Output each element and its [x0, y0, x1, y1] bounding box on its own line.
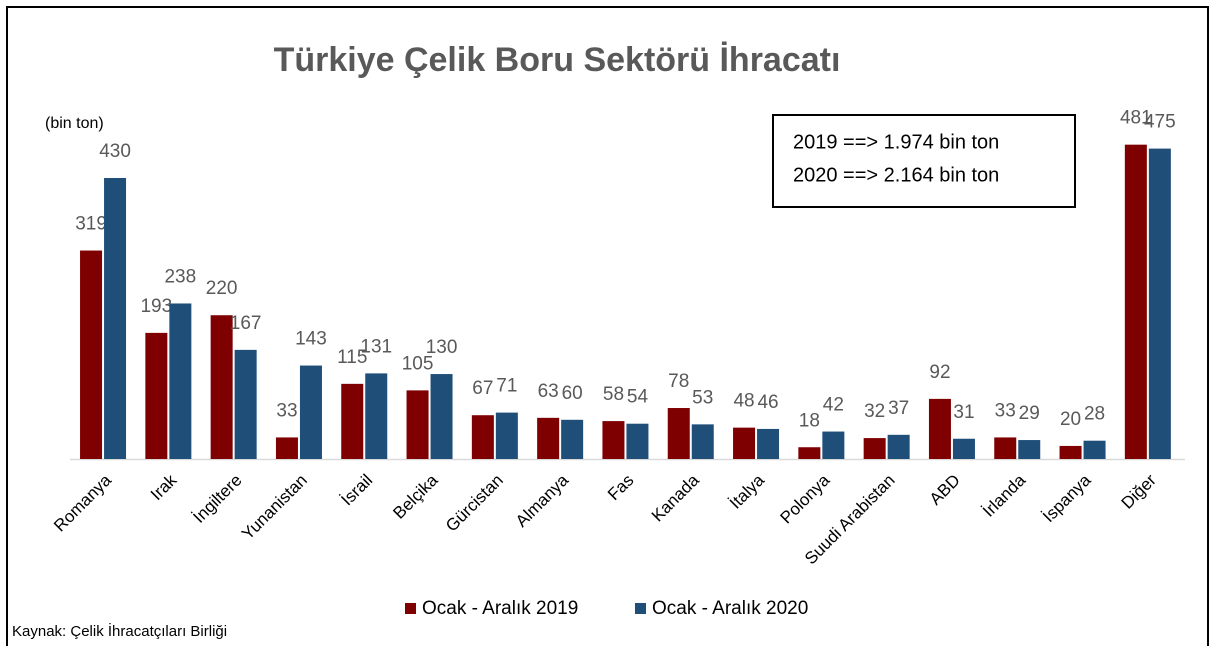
bar: [757, 428, 780, 459]
x-tick-label: Romanya: [50, 470, 115, 535]
value-label: 131: [360, 336, 392, 357]
value-label: 130: [426, 337, 458, 358]
x-tick-label: İsrail: [337, 471, 376, 510]
value-label: 60: [562, 383, 583, 404]
x-tick-label: Gürcistan: [442, 471, 507, 536]
source: Kaynak: Çelik İhracatçıları Birliği: [12, 622, 227, 640]
bar: [928, 398, 951, 459]
value-label: 18: [799, 410, 820, 431]
bar: [626, 423, 649, 459]
value-label: 53: [692, 387, 713, 408]
bar: [537, 417, 560, 459]
x-tick-label: Kanada: [648, 470, 703, 525]
bar: [275, 437, 298, 459]
value-label: 46: [757, 392, 778, 413]
value-label: 31: [953, 402, 974, 423]
x-tick-label: İspanya: [1039, 470, 1095, 526]
chart-title: Türkiye Çelik Boru Sektörü İhracatı: [274, 41, 841, 79]
annotation: 2020 ==> 2.164 bin ton: [793, 164, 999, 186]
value-label: 143: [295, 329, 327, 350]
bar: [1124, 144, 1147, 459]
unit-label: (bin ton): [45, 115, 104, 132]
value-label: 115: [337, 347, 367, 368]
x-tick-label: Polonya: [776, 470, 833, 527]
bar: [822, 431, 845, 459]
bar: [471, 415, 494, 459]
x-tick-label: İngiltere: [189, 471, 245, 527]
value-label: 37: [888, 398, 909, 419]
value-label: 71: [496, 376, 517, 397]
x-tick-label: Yunanistan: [238, 471, 311, 544]
value-label: 54: [627, 387, 649, 408]
value-label: 67: [472, 378, 493, 399]
bar: [863, 438, 886, 459]
x-tick-label: İrlanda: [979, 470, 1030, 521]
bar: [561, 419, 584, 459]
x-tick-label: Belçika: [389, 470, 442, 523]
bar: [341, 383, 364, 459]
bar: [1083, 440, 1106, 459]
x-tick-label: Fas: [604, 471, 637, 504]
x-tick-label: İtalya: [726, 470, 769, 513]
bar: [733, 427, 756, 459]
bar: [406, 390, 429, 459]
x-tick-label: ABD: [926, 471, 964, 509]
value-label: 28: [1084, 404, 1105, 425]
bar: [495, 412, 518, 459]
legend-label: Ocak - Aralık 2019: [422, 598, 578, 619]
value-label: 481: [1120, 108, 1152, 129]
bar: [234, 349, 257, 459]
x-tick-label: Diğer: [1118, 470, 1160, 512]
frame: [6, 6, 1209, 646]
value-label: 20: [1060, 409, 1081, 430]
bar: [145, 332, 168, 459]
value-label: 475: [1144, 112, 1176, 133]
legend-swatch: [635, 603, 646, 614]
bar: [1059, 445, 1082, 459]
annotation-box: [772, 114, 1076, 208]
value-label: 33: [995, 400, 1016, 421]
value-label: 92: [929, 362, 950, 383]
bar: [887, 434, 910, 459]
bar: [602, 421, 625, 459]
bar: [210, 315, 233, 459]
value-label: 32: [864, 401, 885, 422]
bar: [952, 438, 975, 459]
bar: [80, 250, 103, 459]
value-label: 29: [1019, 403, 1040, 424]
value-label: 238: [164, 266, 196, 287]
value-label: 430: [99, 141, 131, 162]
value-label: 42: [823, 395, 844, 416]
value-label: 78: [668, 371, 689, 392]
value-label: 319: [75, 214, 107, 235]
value-label: 33: [276, 400, 297, 421]
bar: [691, 424, 714, 459]
value-label: 63: [538, 381, 559, 402]
bar: [299, 365, 322, 459]
bar: [169, 303, 192, 459]
legend-swatch: [405, 603, 416, 614]
bar: [104, 177, 127, 459]
bar: [798, 447, 821, 459]
bar: [1148, 148, 1171, 459]
bar: [430, 374, 453, 459]
value-label: 58: [603, 384, 624, 405]
value-label: 220: [206, 278, 238, 299]
annotation: 2019 ==> 1.974 bin ton: [793, 131, 999, 153]
x-tick-label: Irak: [147, 470, 181, 504]
legend-label: Ocak - Aralık 2020: [652, 598, 808, 619]
bar: [994, 437, 1017, 459]
value-label: 48: [733, 391, 754, 412]
bar: [365, 373, 388, 459]
value-label: 105: [402, 353, 434, 374]
value-label: 167: [230, 313, 262, 334]
bar: [1018, 440, 1041, 459]
value-label: 193: [140, 296, 172, 317]
x-tick-label: Almanya: [512, 470, 573, 531]
bar: [667, 408, 690, 459]
